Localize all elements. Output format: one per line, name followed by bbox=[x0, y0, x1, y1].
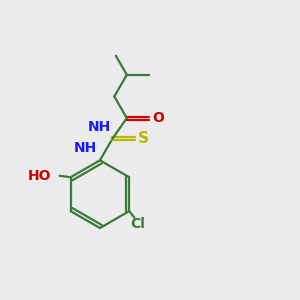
Text: O: O bbox=[152, 111, 164, 125]
Text: S: S bbox=[138, 131, 149, 146]
Text: NH: NH bbox=[74, 141, 97, 155]
Text: HO: HO bbox=[27, 169, 51, 183]
Text: NH: NH bbox=[88, 120, 111, 134]
Text: Cl: Cl bbox=[131, 217, 146, 231]
